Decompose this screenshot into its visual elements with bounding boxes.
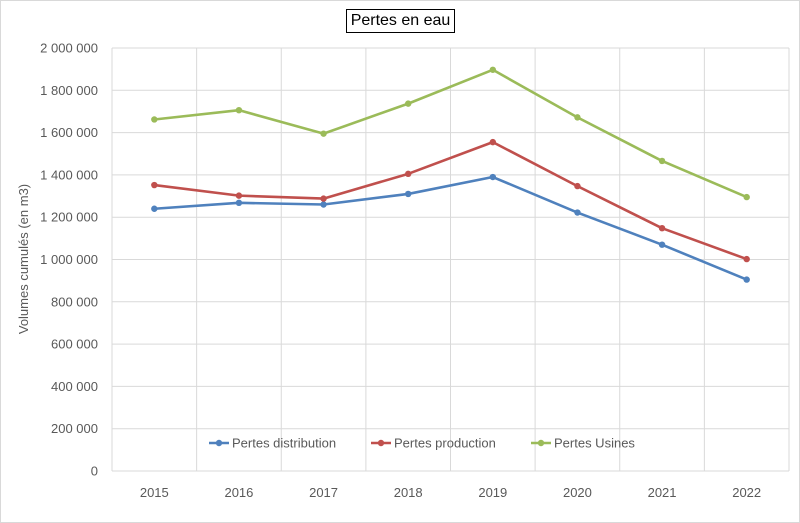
legend-swatch-marker — [215, 439, 223, 447]
data-point — [658, 157, 666, 165]
y-tick-label: 600 000 — [51, 337, 98, 352]
series-pertes-distribution — [151, 173, 750, 283]
grid-lines — [111, 47, 790, 472]
y-tick-label: 400 000 — [51, 379, 98, 394]
x-tick-label: 2016 — [224, 485, 253, 500]
y-tick-label: 1 000 000 — [40, 252, 98, 267]
data-point — [743, 255, 750, 263]
x-tick-label: 2021 — [648, 485, 677, 500]
x-tick-label: 2020 — [563, 485, 592, 500]
data-point — [489, 173, 497, 181]
legend-label: Pertes production — [394, 436, 496, 451]
legend-item: Pertes production — [371, 436, 496, 451]
y-axis-title: Volumes cumulés (en m3) — [16, 184, 31, 334]
data-point — [574, 182, 581, 190]
data-point — [404, 100, 412, 107]
data-point — [658, 224, 666, 232]
legend-label: Pertes distribution — [232, 436, 336, 451]
y-tick-label: 1 600 000 — [40, 125, 98, 140]
chart-title: Pertes en eau — [346, 9, 455, 33]
legend-label: Pertes Usines — [554, 436, 635, 451]
data-point — [151, 116, 158, 123]
x-tick-label: 2015 — [140, 485, 169, 500]
data-point — [743, 193, 750, 201]
data-point — [320, 201, 327, 208]
series-lines — [151, 66, 750, 283]
data-point — [404, 190, 412, 198]
series-line — [153, 140, 748, 261]
data-point — [151, 181, 158, 189]
y-tick-label: 0 — [91, 464, 98, 479]
data-point — [743, 276, 750, 283]
data-point — [658, 241, 666, 248]
legend-item: Pertes Usines — [531, 436, 635, 451]
y-tick-label: 200 000 — [51, 421, 98, 436]
data-point — [151, 205, 158, 212]
x-tick-label: 2019 — [478, 485, 507, 500]
y-tick-label: 800 000 — [51, 294, 98, 309]
data-point — [574, 209, 581, 216]
data-point — [235, 199, 243, 207]
y-axis-ticks: 0 200 000 400 000 600 000 800 000 1 000 000 1 … — [40, 41, 98, 479]
series-pertes-usines — [151, 66, 750, 201]
data-point — [489, 66, 497, 73]
data-point — [404, 170, 412, 178]
series-line — [153, 68, 748, 199]
y-tick-label: 1 400 000 — [40, 167, 98, 182]
legend: Pertes distribution Pertes production Pert… — [209, 436, 635, 451]
y-tick-label: 1 200 000 — [40, 210, 98, 225]
legend-swatch-marker — [537, 439, 545, 447]
data-point — [235, 192, 243, 199]
x-axis-ticks: 2015 2016 2017 2018 2019 2020 2021 2022 — [140, 485, 761, 500]
series-line — [153, 175, 748, 281]
x-tick-label: 2017 — [309, 485, 338, 500]
y-tick-label: 1 800 000 — [40, 83, 98, 98]
x-tick-label: 2022 — [732, 485, 761, 500]
legend-item: Pertes distribution — [209, 436, 336, 451]
x-tick-label: 2018 — [394, 485, 423, 500]
legend-swatch-marker — [377, 439, 385, 447]
data-point — [320, 130, 327, 137]
data-point — [574, 114, 581, 121]
data-point — [489, 138, 497, 146]
series-pertes-production — [151, 138, 750, 263]
y-tick-label: 2 000 000 — [40, 41, 98, 56]
data-point — [320, 195, 327, 202]
data-point — [235, 106, 243, 114]
